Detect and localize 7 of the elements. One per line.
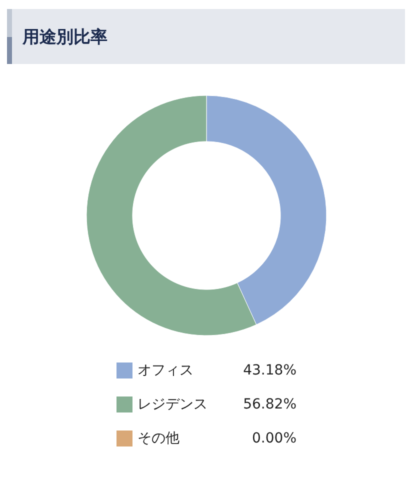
chart-title: 用途別比率 [22,28,108,48]
data-label: 43.18% [243,362,297,378]
legend-label: オフィス [138,362,194,378]
legend-label: レジデンス [138,396,208,412]
legend-label: その他 [138,430,180,446]
data-label: 56.82% [243,396,297,412]
text: 0.00% [252,430,297,446]
